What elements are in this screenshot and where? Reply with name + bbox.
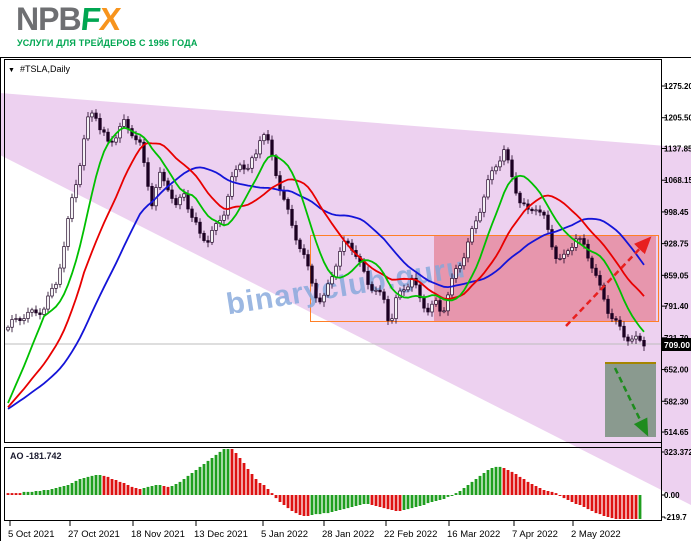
ao-tick-label: -219.7 <box>664 513 687 522</box>
logo-npb-text: NPB <box>16 1 82 37</box>
date-tick-label: 7 Apr 2022 <box>512 529 558 540</box>
price-tick-label: 582.30 <box>664 397 689 406</box>
date-tick-label: 27 Oct 2021 <box>68 529 120 540</box>
date-tick-label: 13 Dec 2021 <box>194 529 248 540</box>
date-tick-label: 16 Mar 2022 <box>447 529 500 540</box>
date-tick-label: 5 Oct 2021 <box>8 529 54 540</box>
ao-tick-label: 0.00 <box>664 491 680 500</box>
price-tick-label: 514.65 <box>664 428 689 437</box>
logo-tagline: УСЛУГИ ДЛЯ ТРЕЙДЕРОВ С 1996 ГОДА <box>17 38 198 48</box>
forecast-arrows[interactable] <box>565 236 652 437</box>
date-tick-label: 2 May 2022 <box>571 529 621 540</box>
npbfx-logo: NPBFX <box>16 1 121 37</box>
current-price-tag: 709.00 <box>662 338 691 351</box>
date-tick-label: 18 Nov 2021 <box>131 529 185 540</box>
price-tick-label: 1275.20 <box>664 82 691 91</box>
price-tick-label: 1068.15 <box>664 176 691 185</box>
panel-borders <box>0 57 691 541</box>
price-tick-label: 652.00 <box>664 366 689 375</box>
chart-symbol-title: #TSLA,Daily <box>20 64 71 74</box>
collapse-indicator-icon[interactable]: ▼ <box>8 67 15 74</box>
candlestick-series <box>6 109 646 351</box>
ma-mid-line <box>7 142 645 408</box>
ma-fast-line <box>7 126 645 404</box>
price-tick-label: 1205.50 <box>664 114 691 123</box>
ao-indicator-label: AO -181.742 <box>10 451 62 461</box>
price-tick-label: 998.45 <box>664 208 689 217</box>
date-axis-labels[interactable]: 5 Oct 2021 27 Oct 2021 18 Nov 2021 13 Dec 2… <box>8 521 621 540</box>
price-tick-label: 928.75 <box>664 240 689 249</box>
oscillator-axis-labels: 323.372 0.00 -219.7 <box>662 448 691 522</box>
date-tick-label: 5 Jan 2022 <box>261 529 308 540</box>
ma-slow-line <box>7 166 645 410</box>
bearish-arrow <box>613 367 649 437</box>
price-tick-label: 791.40 <box>664 302 689 311</box>
date-tick-label: 28 Jan 2022 <box>322 529 374 540</box>
date-tick-label: 22 Feb 2022 <box>384 529 437 540</box>
awesome-oscillator-bars <box>6 449 642 519</box>
current-price-value: 709.00 <box>664 340 690 350</box>
price-tick-label: 1137.85 <box>664 144 691 153</box>
header: NPBFX УСЛУГИ ДЛЯ ТРЕЙДЕРОВ С 1996 ГОДА <box>0 0 691 57</box>
ao-tick-label: 323.372 <box>664 448 691 457</box>
moving-average-lines <box>7 126 645 410</box>
price-tick-label: 859.05 <box>664 271 689 280</box>
